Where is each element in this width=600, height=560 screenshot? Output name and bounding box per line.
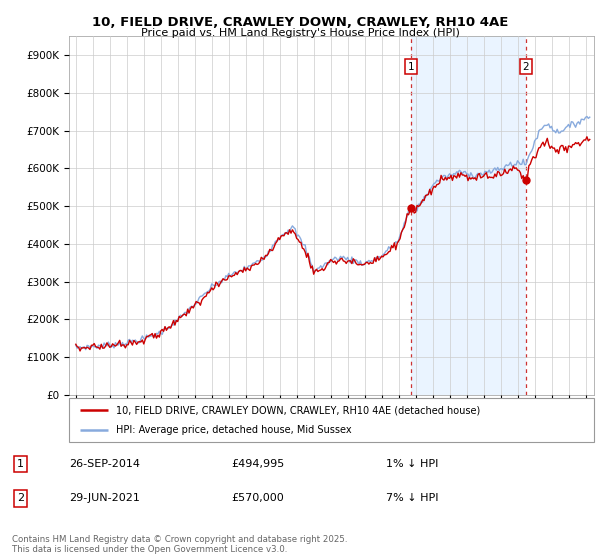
Text: HPI: Average price, detached house, Mid Sussex: HPI: Average price, detached house, Mid …	[116, 425, 352, 435]
Text: £570,000: £570,000	[231, 493, 284, 503]
Text: Price paid vs. HM Land Registry's House Price Index (HPI): Price paid vs. HM Land Registry's House …	[140, 28, 460, 38]
FancyBboxPatch shape	[69, 398, 594, 442]
Text: £494,995: £494,995	[231, 459, 284, 469]
Text: 10, FIELD DRIVE, CRAWLEY DOWN, CRAWLEY, RH10 4AE: 10, FIELD DRIVE, CRAWLEY DOWN, CRAWLEY, …	[92, 16, 508, 29]
Text: 1: 1	[17, 459, 24, 469]
Text: 1% ↓ HPI: 1% ↓ HPI	[386, 459, 439, 469]
Text: 10, FIELD DRIVE, CRAWLEY DOWN, CRAWLEY, RH10 4AE (detached house): 10, FIELD DRIVE, CRAWLEY DOWN, CRAWLEY, …	[116, 405, 481, 415]
Bar	[411, 36, 526, 395]
Text: 1: 1	[408, 62, 415, 72]
Text: Contains HM Land Registry data © Crown copyright and database right 2025.
This d: Contains HM Land Registry data © Crown c…	[12, 535, 347, 554]
Text: 7% ↓ HPI: 7% ↓ HPI	[386, 493, 439, 503]
Text: 29-JUN-2021: 29-JUN-2021	[70, 493, 140, 503]
Text: 2: 2	[17, 493, 24, 503]
Text: 2: 2	[523, 62, 529, 72]
Text: 26-SEP-2014: 26-SEP-2014	[70, 459, 140, 469]
